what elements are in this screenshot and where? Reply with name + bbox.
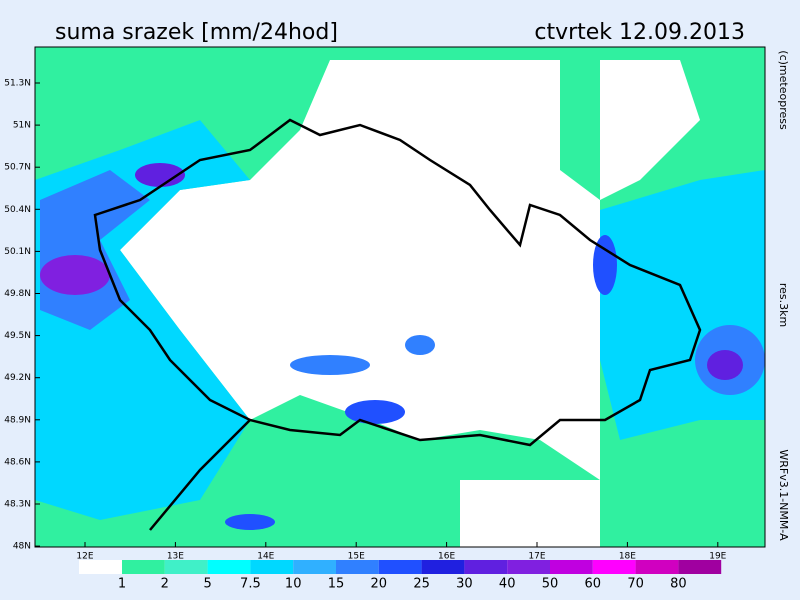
rain-core — [290, 355, 370, 375]
legend-swatch — [464, 560, 508, 574]
lat-label: 48N — [13, 542, 31, 552]
legend-swatch — [421, 560, 465, 574]
legend-swatch — [378, 560, 422, 574]
lat-label: 51.3N — [4, 79, 31, 89]
dry-area — [460, 480, 600, 547]
lat-label: 48.6N — [4, 457, 31, 467]
rain-core — [135, 163, 185, 187]
lat-axis: 51.3N 51N 50.7N 50.4N 50.1N 49.8N 49.5N 49.2N 48… — [4, 79, 40, 552]
legend-label: 20 — [371, 577, 388, 592]
legend-label: 7.5 — [240, 577, 261, 592]
lat-label: 49.5N — [4, 331, 31, 341]
lat-label: 48.3N — [4, 500, 31, 510]
legend-swatch — [207, 560, 251, 574]
rain-core — [707, 350, 743, 380]
legend-label: 80 — [670, 577, 687, 592]
lon-label: 17E — [528, 552, 545, 562]
legend-swatch — [79, 560, 122, 574]
legend-swatch — [678, 560, 722, 574]
copyright: (c)meteopress — [777, 50, 790, 130]
lat-label: 48.9N — [4, 415, 31, 425]
lon-label: 14E — [257, 552, 274, 562]
map — [34, 46, 766, 548]
lat-label: 49.8N — [4, 289, 31, 299]
legend-swatch — [336, 560, 379, 574]
legend-swatch — [164, 560, 208, 574]
lat-label: 50.1N — [4, 247, 31, 257]
legend-swatch — [507, 560, 550, 574]
date: ctvrtek 12.09.2013 — [534, 20, 745, 45]
legend-swatch — [592, 560, 636, 574]
dry-area — [120, 60, 600, 480]
resolution: res.3km — [777, 283, 790, 327]
legend-swatch — [293, 560, 336, 574]
country-border — [93, 118, 702, 531]
title: suma srazek [mm/24hod] — [55, 20, 338, 45]
legend-label: 10 — [285, 577, 302, 592]
lon-label: 16E — [438, 552, 455, 562]
lon-label: 15E — [348, 552, 365, 562]
lat-label: 51N — [13, 121, 31, 131]
legend-label: 40 — [499, 577, 516, 592]
lon-axis: 12E 13E 14E 15E 16E 17E 18E 19E — [76, 542, 727, 562]
lat-label: 50.7N — [4, 163, 31, 173]
rain-core — [593, 235, 617, 295]
legend-swatch — [635, 560, 679, 574]
rain-core — [345, 400, 405, 424]
lat-label: 49.2N — [4, 373, 31, 383]
legend-label: 70 — [627, 577, 644, 592]
legend-label: 30 — [456, 577, 473, 592]
legend: 1 2 5 7.5 10 15 20 25 30 40 50 60 70 80 — [79, 560, 722, 592]
rain-core — [405, 335, 435, 355]
legend-swatch — [122, 560, 165, 574]
rain-area — [600, 170, 765, 440]
legend-label: 15 — [328, 577, 345, 592]
dry-area — [600, 60, 700, 200]
rain-core — [225, 514, 275, 530]
lon-label: 19E — [709, 552, 726, 562]
legend-swatch — [550, 560, 593, 574]
legend-label: 2 — [161, 577, 169, 592]
legend-label: 25 — [413, 577, 430, 592]
legend-label: 60 — [585, 577, 602, 592]
legend-label: 1 — [118, 577, 126, 592]
lon-label: 13E — [167, 552, 184, 562]
lon-label: 12E — [76, 552, 93, 562]
map-frame — [34, 46, 766, 548]
lon-label: 18E — [619, 552, 636, 562]
legend-label: 50 — [542, 577, 559, 592]
model: WRFv3.1-NMM-A — [777, 449, 790, 541]
legend-swatch — [250, 560, 294, 574]
rain-core — [40, 255, 110, 295]
lat-label: 50.4N — [4, 205, 31, 215]
legend-label: 5 — [203, 577, 211, 592]
